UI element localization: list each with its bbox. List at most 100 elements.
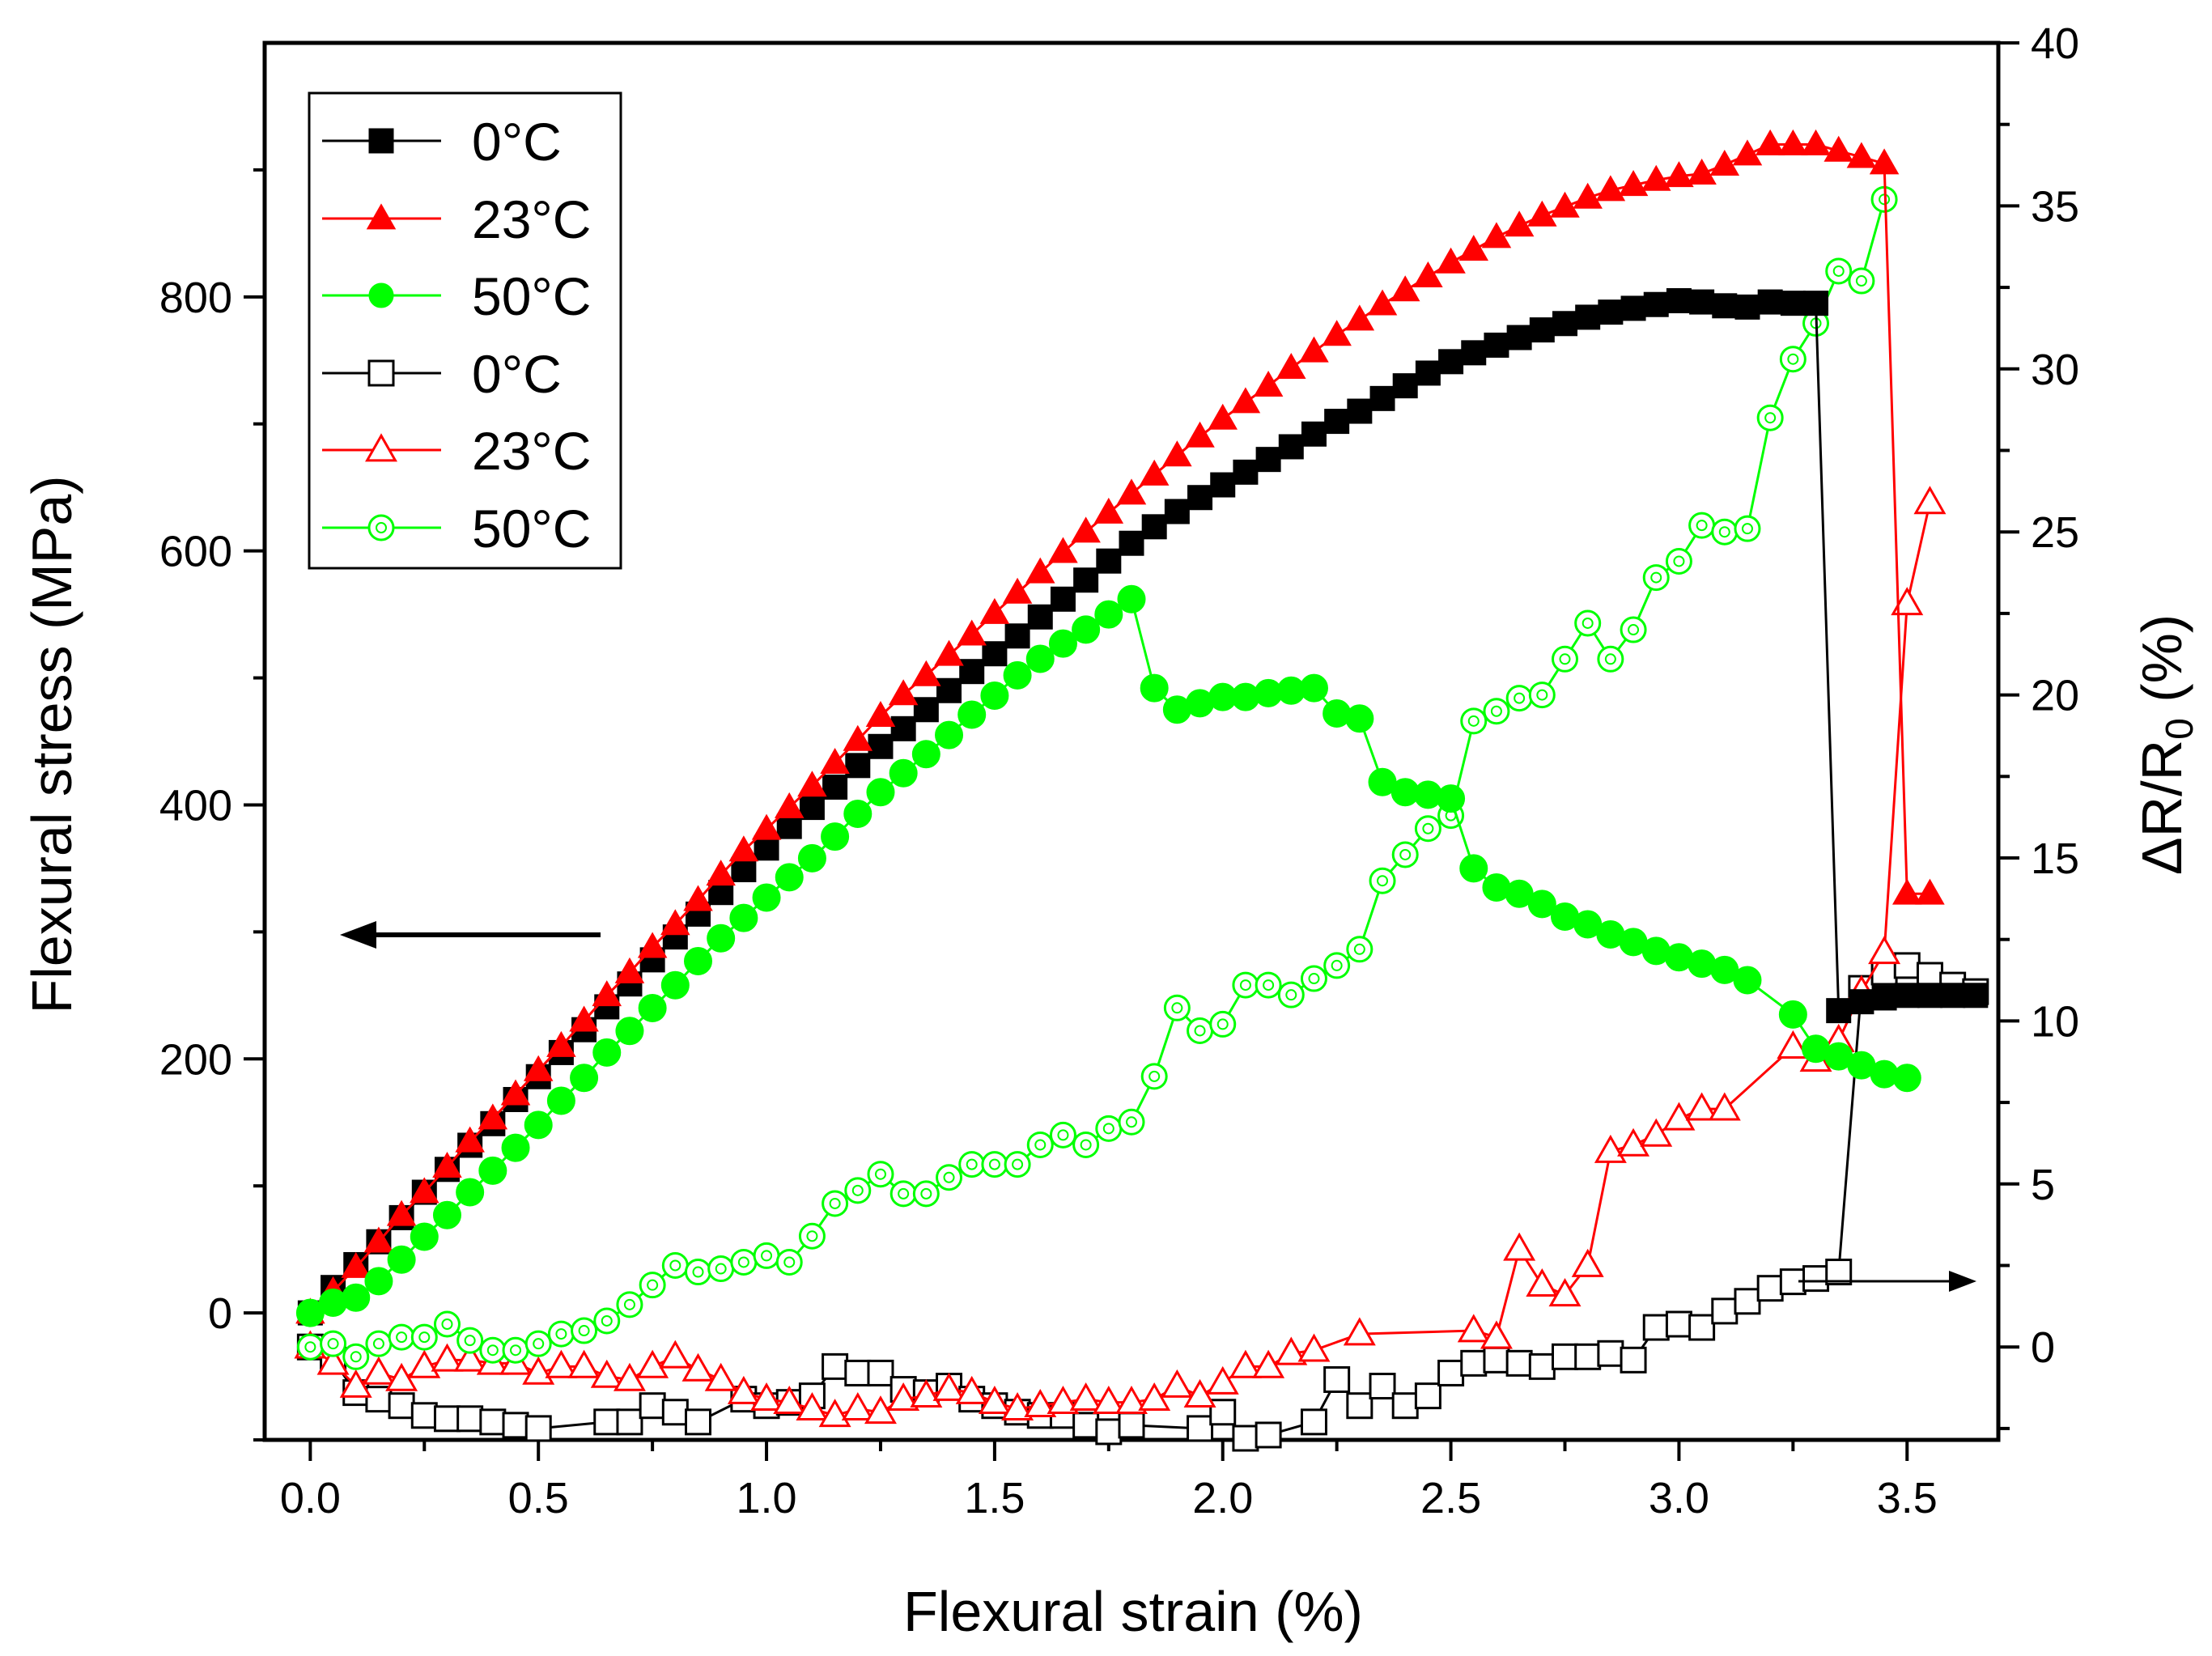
data-point-inner [1353,943,1365,955]
data-point [959,659,985,685]
data-point-inner [1080,1139,1092,1151]
y-tick-label: 400 [159,781,232,830]
data-point [320,1330,347,1357]
data-point [1276,353,1306,380]
data-point [639,1272,666,1299]
legend-label: 23°C [472,421,591,481]
y2-tick-label: 40 [2031,19,2079,68]
data-point [1892,1064,1921,1093]
data-point [1275,1336,1308,1365]
x-tick-label: 3.0 [1649,1474,1709,1522]
data-point-inner [1102,1123,1114,1135]
legend-marker [368,128,394,154]
data-point [1712,293,1738,319]
data-point [1050,586,1076,612]
data-point-inner [851,1184,864,1196]
data-point [1230,387,1261,414]
y-tick-label: 200 [159,1035,232,1084]
data-point-inner [1559,653,1571,665]
data-point [1391,1392,1419,1420]
data-point [818,1399,851,1428]
data-point [822,1352,849,1380]
data-point [982,641,1008,667]
data-point [455,1126,485,1153]
data-point [1255,447,1281,473]
series-1 [295,129,1945,1324]
data-point [1825,257,1853,285]
data-point [844,1177,872,1204]
data-point [1548,1278,1582,1307]
data-point [1047,1385,1080,1415]
data-point-inner [533,1338,545,1350]
legend-item: 23°C [322,421,591,481]
data-point [1618,170,1649,197]
data-point [1095,1115,1123,1142]
series-4 [294,486,1947,1428]
data-point [1024,1389,1057,1418]
data-point [1093,497,1124,524]
data-point [1414,1382,1441,1410]
data-point [388,1392,415,1420]
data-point [660,909,690,936]
data-point-inner [1855,275,1867,287]
data-point [1095,1418,1123,1446]
data-point [685,1408,711,1436]
data-point [1187,1415,1214,1442]
data-point [1163,994,1191,1021]
data-point [1662,1102,1696,1131]
data-point [1598,299,1624,325]
data-point [754,835,779,861]
data-point [932,1372,966,1401]
data-point [1369,1373,1396,1400]
y2-tick-label: 5 [2031,1161,2055,1209]
data-point [1073,567,1099,593]
data-point [296,1333,324,1361]
data-point-inner [943,1171,955,1183]
data-point-inner [601,1314,613,1327]
data-point-inner [737,1256,749,1268]
data-point [681,1352,715,1382]
data-point [431,1343,464,1372]
data-point [524,1330,552,1357]
data-point [1869,148,1900,175]
data-point [386,1200,417,1226]
data-point [1528,682,1556,709]
data-point [1071,516,1101,543]
data-point [980,682,1009,711]
data-point-inner [1399,848,1412,860]
data-point-inner [1171,1002,1183,1014]
data-point [1208,403,1238,430]
data-point [1187,1017,1214,1044]
data-point [661,1399,689,1426]
data-point [500,1079,531,1106]
data-point-inner [486,1344,499,1357]
y2-tick-label: 15 [2031,834,2079,883]
data-point [1210,472,1236,498]
data-point [1734,1288,1761,1315]
data-point [1483,1346,1510,1374]
data-point [1001,1392,1034,1421]
x-tick-label: 2.5 [1420,1474,1481,1522]
data-point [1620,616,1647,643]
data-point [432,1151,462,1178]
data-point [890,715,916,741]
legend-label: 23°C [472,189,591,249]
data-point [1483,698,1510,725]
data-point [1161,1369,1194,1398]
data-point [1640,1118,1673,1147]
data-point [388,1323,415,1351]
data-point [1891,587,1924,616]
data-point [820,747,850,774]
data-point [1573,182,1603,209]
data-point [387,1245,416,1274]
data-point [1094,600,1123,629]
data-point [981,1151,1008,1178]
x-tick-label: 0.5 [508,1474,569,1522]
data-point [1871,985,1897,1011]
data-point [731,856,757,882]
data-point [592,1038,622,1067]
data-point [1574,609,1602,637]
data-point [1643,291,1669,317]
data-point-inner [647,1279,659,1291]
data-point [1369,385,1395,411]
